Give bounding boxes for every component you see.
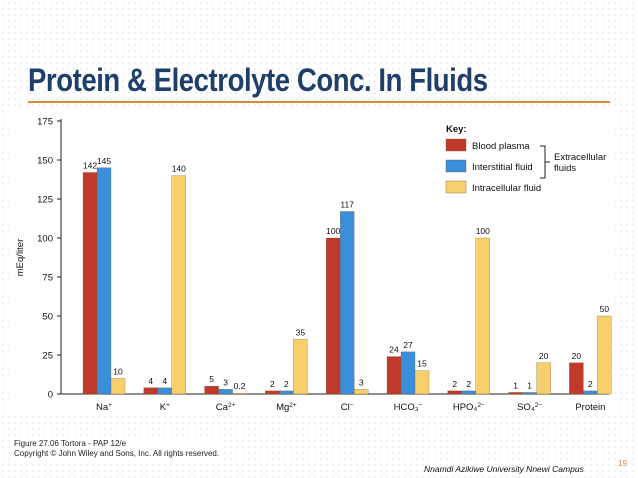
x-tick-label: Cl− [341, 402, 354, 414]
y-axis-label: mEq/liter [15, 239, 26, 276]
bar-intracellular-fluid [475, 237, 490, 395]
bar-interstitial-fluid [218, 389, 233, 395]
bar-blood-plasma [447, 390, 462, 395]
caption-line-1: Figure 27.06 Tortora - PAP 12/e [14, 439, 127, 448]
x-tick-label: SO₄2− [517, 402, 542, 414]
y-tick-label: 0 [48, 390, 53, 401]
bar-interstitial-fluid [340, 211, 355, 395]
page-number: 19 [618, 459, 627, 468]
bar-value-label: 20 [539, 351, 549, 361]
bar-interstitial-fluid [96, 167, 112, 395]
y-tick-label: 125 [37, 195, 53, 206]
chart-panel: 0 25 50 75 100 125 150 175 mEq/liter 142 145 10 Na+ 4… [9, 108, 615, 414]
legend-group-label: Extracellular [554, 152, 606, 163]
x-tick-label: Mg2+ [276, 402, 297, 414]
bar-interstitial-fluid [157, 387, 172, 395]
legend-label: Intracellular fluid [472, 183, 541, 194]
legend-swatch-interstitial-fluid [445, 159, 467, 173]
x-tick-label: Protein [575, 402, 605, 413]
legend-swatch-blood-plasma [445, 138, 467, 152]
bar-value-label: 4 [148, 376, 153, 386]
bar-value-label: 1 [513, 380, 518, 390]
bar-value-label: 50 [600, 304, 610, 314]
x-tick-label: K+ [160, 402, 170, 414]
bar-value-label: 1 [527, 380, 532, 390]
footer-text: Nnamdi Azikiwe University Nnewi Campus [424, 464, 584, 474]
bar-value-label: 24 [389, 345, 399, 355]
bar-value-label: 142 [83, 160, 97, 170]
bar-value-label: 100 [476, 226, 490, 236]
slide-title: Protein & Electrolyte Conc. In Fluids [28, 62, 488, 98]
bar-intracellular-fluid [536, 362, 551, 395]
y-tick-label: 100 [37, 234, 53, 245]
y-tick-label: 50 [42, 312, 53, 323]
bar-value-label: 117 [340, 199, 354, 209]
bar-value-label: 20 [572, 351, 582, 361]
figure-caption: Figure 27.06 Tortora - PAP 12/e Copyrigh… [12, 438, 222, 460]
bar-blood-plasma [82, 172, 98, 395]
legend-group-label: fluids [554, 163, 576, 174]
bar-value-label: 2 [452, 379, 457, 389]
bar-value-label: 3 [223, 377, 228, 387]
bar-intracellular-fluid [110, 378, 126, 395]
bar-value-label: 15 [417, 359, 427, 369]
bar-intracellular-fluid [354, 389, 369, 395]
legend-bracket [540, 145, 550, 179]
bar-intracellular-fluid [232, 393, 247, 395]
legend-label: Interstitial fluid [472, 162, 533, 173]
bar-value-label: 4 [162, 376, 167, 386]
bar-value-label: 2 [270, 379, 275, 389]
bar-value-label: 0.2 [234, 381, 246, 391]
bar-value-label: 2 [466, 379, 471, 389]
y-tick-label: 175 [37, 117, 53, 128]
bar-blood-plasma [326, 237, 341, 395]
bar-interstitial-fluid [583, 390, 598, 395]
bar-intracellular-fluid [414, 370, 430, 395]
bar-value-label: 10 [113, 366, 123, 376]
x-tick-label: HCO₃− [394, 402, 423, 414]
caption-line-2: Copyright © John Wiley and Sons, Inc. Al… [14, 449, 220, 458]
x-tick-label: HPO₄2− [453, 402, 485, 414]
bar-value-label: 140 [172, 164, 186, 174]
x-tick-label: Ca2+ [216, 402, 236, 414]
bar-blood-plasma [265, 390, 280, 395]
bar-intracellular-fluid [171, 175, 186, 395]
legend-title: Key: [446, 124, 467, 135]
bar-blood-plasma [204, 386, 219, 395]
y-tick-label: 25 [42, 351, 53, 362]
bar-value-label: 145 [97, 156, 111, 166]
title-underline [28, 101, 610, 103]
bar-interstitial-fluid [522, 392, 537, 395]
bar-blood-plasma [508, 392, 523, 395]
bar-intracellular-fluid [293, 339, 308, 395]
bar-interstitial-fluid [279, 390, 294, 395]
bar-value-label: 3 [359, 377, 364, 387]
bar-interstitial-fluid [400, 351, 416, 395]
bar-value-label: 5 [209, 374, 214, 384]
bar-value-label: 35 [296, 327, 306, 337]
x-tick-label: Na+ [96, 402, 112, 414]
bar-value-label: 27 [403, 340, 413, 350]
bar-value-label: 100 [326, 226, 340, 236]
bar-blood-plasma [386, 356, 402, 395]
bar-intracellular-fluid [597, 315, 612, 395]
y-tick-label: 75 [42, 273, 53, 284]
legend-label: Blood plasma [472, 141, 530, 152]
bar-interstitial-fluid [461, 390, 476, 395]
legend-swatch-intracellular-fluid [445, 180, 467, 194]
bar-blood-plasma [143, 387, 158, 395]
bar-value-label: 2 [588, 379, 593, 389]
y-tick-label: 150 [37, 156, 53, 167]
bar-value-label: 2 [284, 379, 289, 389]
bar-blood-plasma [569, 362, 584, 395]
